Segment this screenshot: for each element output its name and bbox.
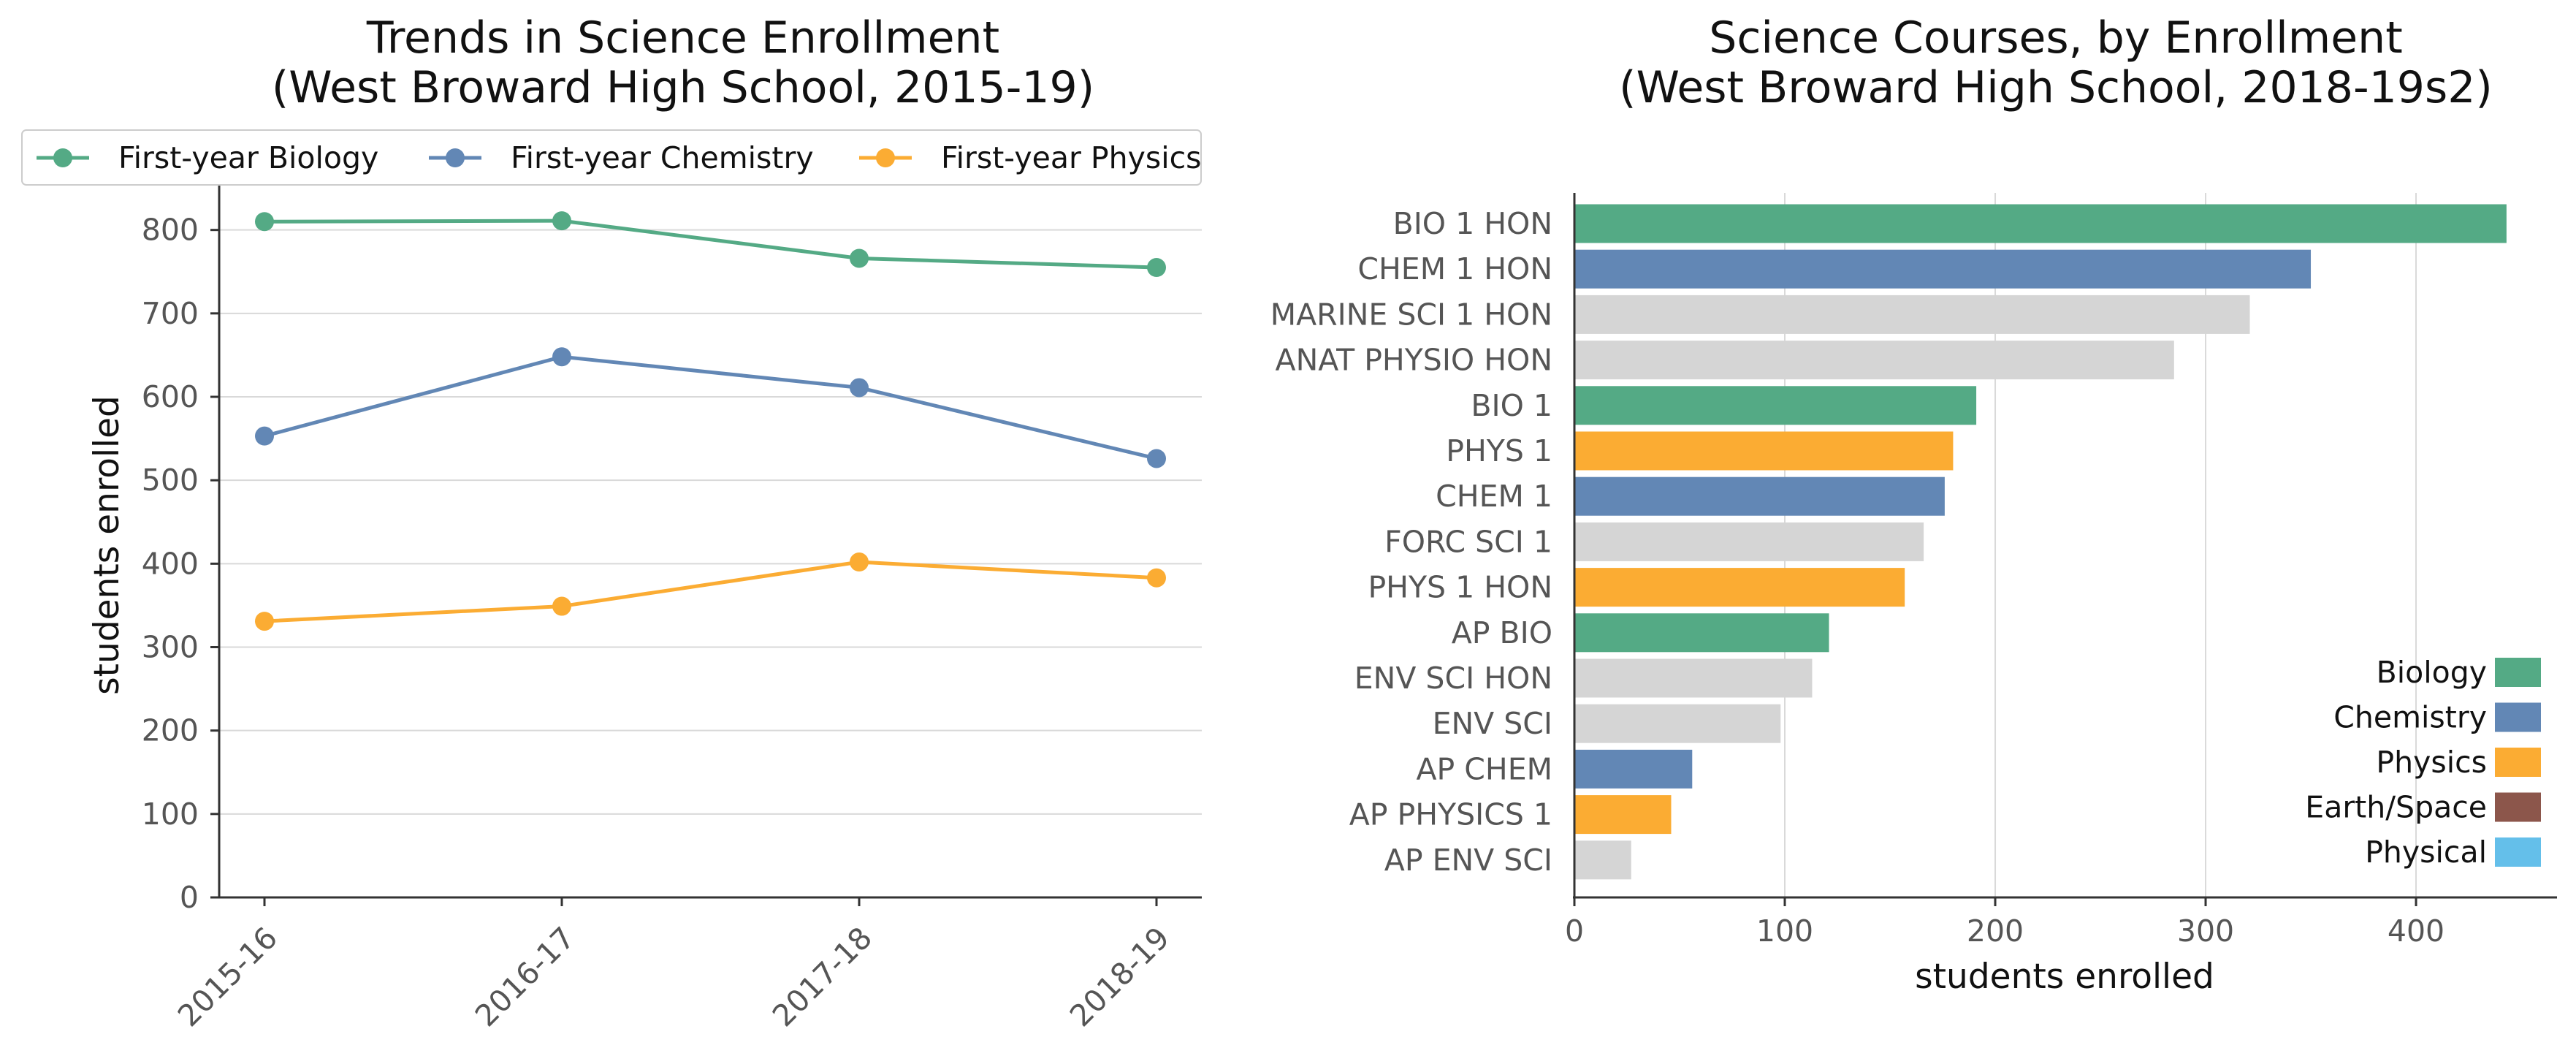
bar-chart-bars — [1574, 204, 2507, 880]
category-label: AP CHEM — [1416, 751, 1552, 786]
legend-swatch — [2495, 792, 2541, 822]
legend-label: First-year Chemistry — [511, 140, 814, 175]
bar — [1574, 658, 1813, 698]
bar-chart-subtitle: (West Broward High School, 2018-19s2) — [1619, 62, 2493, 113]
category-label: ANAT PHYSIO HON — [1276, 343, 1552, 378]
x-tick-label: 2017-18 — [766, 920, 879, 1033]
line-chart: Trends in Science Enrollment (West Browa… — [21, 12, 1202, 1033]
legend-swatch — [2495, 658, 2541, 687]
x-tick-label: 2018-19 — [1063, 920, 1176, 1033]
x-tick-label: 400 — [2388, 913, 2444, 949]
line-chart-legend: First-year Biology First-year Chemistry Fi… — [21, 129, 1202, 186]
bar — [1574, 522, 1924, 561]
x-tick-label: 200 — [1967, 913, 2024, 949]
bar — [1574, 613, 1829, 653]
category-label: AP PHYSICS 1 — [1349, 797, 1552, 832]
category-label: BIO 1 — [1471, 388, 1552, 423]
series-line-1 — [264, 354, 1157, 460]
bar-chart: Science Courses, by Enrollment (West Bro… — [1270, 12, 2557, 997]
data-point — [255, 212, 274, 232]
bar-chart-title: Science Courses, by Enrollment — [1709, 12, 2402, 64]
legend-label: Chemistry — [2333, 700, 2487, 735]
data-point — [1147, 449, 1166, 468]
category-label: AP BIO — [1452, 615, 1552, 650]
line-chart-title: Trends in Science Enrollment — [366, 12, 999, 64]
bar — [1574, 341, 2174, 380]
bar — [1574, 840, 1631, 880]
legend-marker — [876, 148, 895, 167]
data-point — [255, 426, 274, 446]
line-chart-y-ticks: 0 100 200 300 400 500 600 700 800 — [142, 213, 219, 915]
data-point — [552, 211, 571, 231]
y-tick-label: 100 — [142, 797, 199, 832]
x-tick-label: 0 — [1565, 913, 1584, 949]
y-tick-label: 500 — [142, 463, 199, 498]
line-chart-gridlines — [219, 229, 1202, 815]
category-label: ENV SCI HON — [1354, 661, 1552, 696]
bar — [1574, 749, 1693, 789]
x-tick-label: 100 — [1756, 913, 1813, 949]
bar — [1574, 204, 2507, 243]
x-tick-label: 300 — [2177, 913, 2234, 949]
series-line-0 — [264, 219, 1157, 270]
data-point — [255, 612, 274, 631]
line-chart-subtitle: (West Broward High School, 2015-19) — [272, 62, 1094, 113]
legend-swatch — [2495, 837, 2541, 867]
category-label: AP ENV SCI — [1384, 843, 1552, 878]
series-line-2 — [264, 560, 1157, 623]
category-label: PHYS 1 — [1446, 433, 1552, 468]
line-chart-x-ticks: 2015-16 2016-17 2017-18 2018-19 — [171, 897, 1176, 1033]
data-point — [552, 596, 571, 616]
bar-chart-category-labels: BIO 1 HON CHEM 1 HON MARINE SCI 1 HON ANAT … — [1270, 206, 1552, 878]
data-point — [552, 347, 571, 367]
y-tick-label: 0 — [180, 880, 199, 915]
bar — [1574, 249, 2312, 289]
bar — [1574, 295, 2250, 334]
y-tick-label: 700 — [142, 296, 199, 331]
bar-chart-x-axis-label: students enrolled — [1915, 957, 2214, 997]
bar — [1574, 568, 1905, 607]
legend-label: First-year Biology — [118, 140, 378, 175]
y-tick-label: 200 — [142, 713, 199, 748]
bar — [1574, 795, 1672, 835]
category-label: CHEM 1 — [1436, 479, 1552, 514]
legend-label: Biology — [2377, 655, 2487, 690]
y-tick-label: 400 — [142, 546, 199, 581]
data-point — [850, 378, 869, 398]
data-point — [850, 248, 869, 268]
legend-box — [21, 129, 1202, 186]
bar-chart-legend: Biology Chemistry Physics Earth/Space Physic… — [2305, 655, 2541, 870]
legend-swatch — [2495, 748, 2541, 777]
category-label: ENV SCI — [1433, 706, 1552, 741]
category-label: FORC SCI 1 — [1384, 524, 1552, 559]
legend-label: First-year Physics — [941, 140, 1202, 175]
legend-label: Physical — [2365, 835, 2487, 870]
legend-swatch — [2495, 702, 2541, 732]
line-chart-series — [255, 211, 1166, 631]
bar — [1574, 476, 1945, 516]
bar — [1574, 431, 1954, 471]
legend-marker — [446, 148, 465, 167]
line-chart-y-axis-label: students enrolled — [87, 395, 127, 695]
category-label: BIO 1 HON — [1393, 206, 1552, 241]
legend-label: Physics — [2376, 745, 2487, 780]
y-tick-label: 600 — [142, 379, 199, 414]
bar — [1574, 704, 1781, 743]
category-label: MARINE SCI 1 HON — [1270, 297, 1552, 332]
category-label: CHEM 1 HON — [1357, 251, 1552, 286]
x-tick-label: 2015-16 — [171, 920, 284, 1033]
bar — [1574, 386, 1977, 425]
data-point — [850, 552, 869, 572]
x-tick-label: 2016-17 — [468, 920, 582, 1033]
category-label: PHYS 1 HON — [1368, 570, 1552, 605]
data-point — [1147, 568, 1166, 588]
legend-label: Earth/Space — [2305, 790, 2487, 825]
legend-marker — [53, 148, 72, 167]
y-tick-label: 800 — [142, 213, 199, 248]
data-point — [1147, 258, 1166, 278]
bar-chart-x-ticks: 0 100 200 300 400 — [1565, 897, 2444, 949]
y-tick-label: 300 — [142, 630, 199, 665]
